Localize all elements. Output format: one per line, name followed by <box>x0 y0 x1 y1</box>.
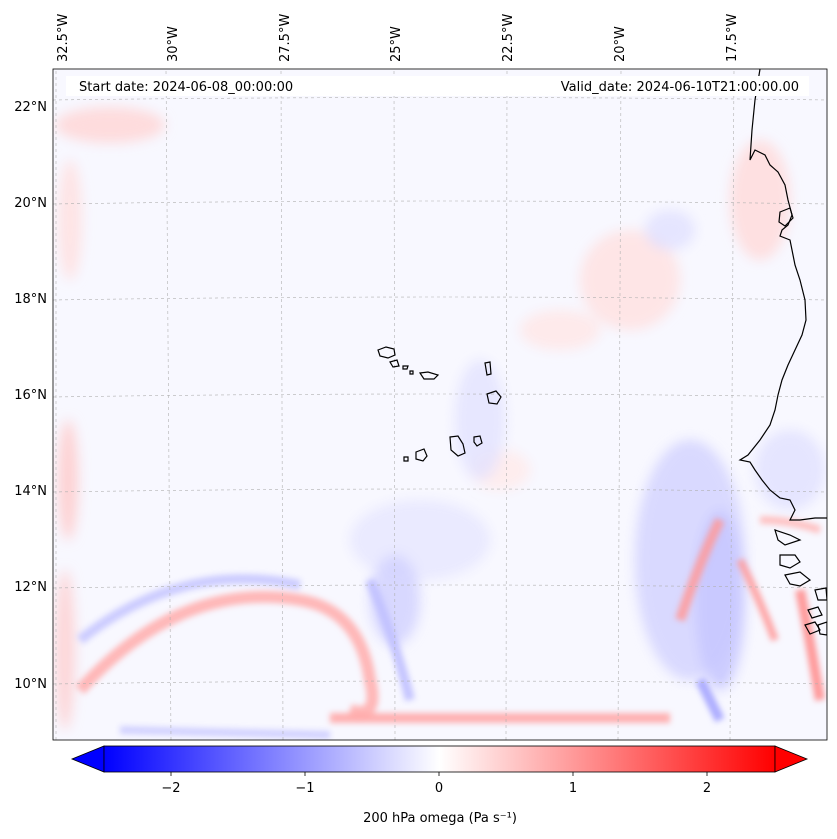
lat-labels: 22°N 20°N 18°N 16°N 14°N 12°N 10°N <box>14 100 47 692</box>
valid-date-label: Valid_date: 2024-06-10T21:00:00.00 <box>561 80 799 95</box>
colorbar-tick: −2 <box>161 781 180 796</box>
omega-field <box>53 69 827 740</box>
lat-label: 12°N <box>14 580 47 595</box>
lat-label: 20°N <box>14 196 47 211</box>
coastline-africa <box>738 69 827 636</box>
lat-label: 18°N <box>14 292 47 307</box>
start-date-label: Start date: 2024-06-08_00:00:00 <box>79 80 293 95</box>
lon-label: 32.5°W <box>56 14 71 62</box>
colorbar-title: 200 hPa omega (Pa s⁻¹) <box>363 811 517 826</box>
lon-label: 22.5°W <box>501 14 516 62</box>
colorbar-body <box>103 745 776 773</box>
lat-label: 16°N <box>14 388 47 403</box>
colorbar-tick: 1 <box>569 781 577 796</box>
cape-verde-islands <box>377 346 502 462</box>
colorbar-tick: −1 <box>295 781 314 796</box>
lat-label: 22°N <box>14 100 47 115</box>
graticule <box>53 69 827 740</box>
lat-label: 14°N <box>14 484 47 499</box>
map-frame <box>52 68 828 741</box>
colorbar-tick: 0 <box>435 781 443 796</box>
lon-label: 27.5°W <box>278 14 293 62</box>
colorbar-right-extend <box>774 745 809 773</box>
lon-label: 17.5°W <box>725 14 740 62</box>
lat-label: 10°N <box>14 677 47 692</box>
colorbar: −2 −1 0 1 2 200 hPa omega (Pa s⁻¹) <box>70 745 809 826</box>
lon-label: 20°W <box>613 26 628 62</box>
lon-labels: 32.5°W 30°W 27.5°W 25°W 22.5°W 20°W 17.5… <box>56 14 740 62</box>
colorbar-left-extend <box>70 745 105 773</box>
lon-label: 25°W <box>389 26 404 62</box>
info-band <box>66 76 809 96</box>
lon-label: 30°W <box>166 26 181 62</box>
colorbar-tick: 2 <box>703 781 711 796</box>
